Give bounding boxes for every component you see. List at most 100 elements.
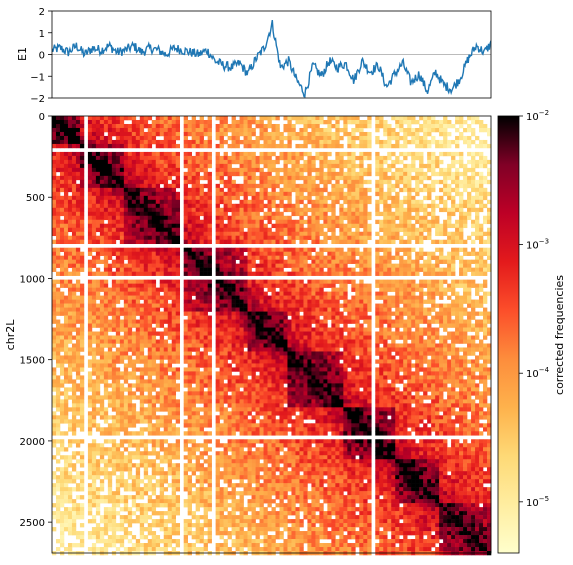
heatmap-cell	[91, 235, 97, 241]
heatmap-cell	[187, 299, 192, 304]
heatmap-cell	[123, 287, 129, 292]
heatmap-cell	[471, 159, 476, 165]
heatmap-cell	[67, 311, 73, 316]
heatmap-cell	[295, 255, 300, 260]
heatmap-cell	[95, 143, 101, 149]
heatmap-cell	[467, 259, 472, 264]
heatmap-cell	[475, 331, 480, 336]
heatmap-cell	[155, 287, 161, 292]
heatmap-cell	[175, 291, 181, 296]
heatmap-cell	[219, 167, 224, 173]
heatmap-cell	[279, 223, 284, 229]
heatmap-cell	[299, 267, 304, 272]
heatmap-cell	[55, 151, 61, 157]
heatmap-cell	[403, 259, 408, 264]
heatmap-cell	[331, 131, 336, 137]
heatmap-cell	[443, 151, 448, 157]
heatmap-cell	[419, 327, 424, 332]
heatmap-cell	[331, 231, 336, 237]
heatmap-cell	[71, 271, 77, 276]
heatmap-cell	[67, 163, 73, 169]
heatmap-cell	[359, 323, 364, 328]
heatmap-cell	[227, 255, 232, 260]
heatmap-cell	[399, 199, 404, 205]
heatmap-cell	[207, 259, 212, 264]
heatmap-cell	[115, 251, 121, 256]
heatmap-cell	[87, 247, 93, 252]
heatmap-cell	[271, 116, 276, 121]
heatmap-cell	[263, 331, 268, 336]
heatmap-cell	[67, 247, 73, 252]
heatmap-cell	[435, 163, 440, 169]
heatmap-cell	[135, 151, 141, 157]
heatmap-cell	[227, 235, 232, 241]
heatmap-cell	[52, 171, 57, 177]
heatmap-cell	[439, 171, 444, 177]
heatmap-cell	[455, 159, 460, 165]
heatmap-cell	[87, 315, 93, 320]
heatmap-cell	[219, 143, 224, 149]
heatmap-cell	[239, 155, 244, 161]
heatmap-cell	[415, 331, 420, 336]
heatmap-cell	[127, 227, 133, 233]
heatmap-cell	[135, 307, 141, 312]
heatmap-cell	[455, 231, 460, 237]
heatmap-cell	[171, 199, 177, 205]
heatmap-cell	[307, 167, 312, 173]
heatmap-cell	[267, 199, 272, 205]
heatmap-cell	[423, 195, 428, 201]
heatmap-cell	[63, 207, 69, 213]
heatmap-cell	[367, 231, 372, 237]
heatmap-cell	[151, 227, 157, 233]
heatmap-cell	[407, 231, 412, 237]
heatmap-cell	[443, 303, 448, 308]
heatmap-cell	[71, 227, 77, 233]
heatmap-cell	[247, 131, 252, 137]
heatmap-cell	[427, 267, 432, 272]
heatmap-cell	[403, 323, 408, 328]
heatmap-cell	[487, 267, 492, 272]
heatmap-cell	[467, 251, 472, 256]
heatmap-cell	[199, 307, 204, 312]
heatmap-cell	[483, 163, 488, 169]
heatmap-cell	[183, 303, 188, 308]
heatmap-cell	[143, 287, 149, 292]
heatmap-cell	[231, 251, 236, 256]
heatmap-cell	[107, 307, 113, 312]
heatmap-cell	[91, 131, 97, 137]
heatmap-cell	[307, 191, 312, 197]
heatmap-cell	[387, 279, 392, 284]
heatmap-cell	[379, 191, 384, 197]
heatmap-cell	[175, 255, 181, 260]
heatmap-cell	[243, 195, 248, 201]
heatmap-cell	[52, 283, 57, 288]
heatmap-cell	[411, 271, 416, 276]
heatmap-cell	[71, 239, 77, 245]
heatmap-cell	[339, 263, 344, 268]
heatmap-cell	[103, 207, 109, 213]
heatmap-cell	[403, 295, 408, 300]
heatmap-cell	[323, 271, 328, 276]
heatmap-cell	[183, 255, 188, 260]
heatmap-cell	[75, 211, 81, 217]
heatmap-cell	[139, 215, 145, 221]
heatmap-cell	[67, 127, 73, 133]
heatmap-cell	[271, 163, 276, 169]
heatmap-cell	[131, 116, 137, 121]
heatmap-cell	[319, 299, 324, 304]
heatmap-cell	[259, 183, 264, 189]
heatmap-cell	[223, 227, 228, 233]
heatmap-cell	[251, 287, 256, 292]
heatmap-cell	[127, 291, 133, 296]
heatmap-cell	[443, 323, 448, 328]
heatmap-cell	[219, 116, 224, 121]
heatmap-cell	[183, 239, 188, 245]
heatmap-cell	[171, 235, 177, 241]
heatmap-cell	[335, 291, 340, 296]
heatmap-cell	[307, 319, 312, 324]
heatmap-cell	[451, 319, 456, 324]
heatmap-cell	[107, 203, 113, 209]
heatmap-cell	[219, 119, 224, 125]
heatmap-cell	[299, 227, 304, 233]
heatmap-cell	[415, 239, 420, 245]
